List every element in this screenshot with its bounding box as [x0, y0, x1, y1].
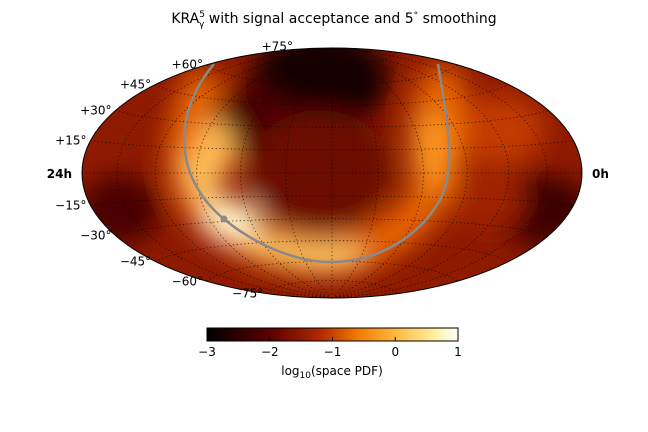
meridian-gridline — [331, 48, 379, 298]
parallel-gridline — [155, 84, 509, 106]
ra-label-right: 0h — [592, 167, 609, 181]
galactic-center-marker — [220, 215, 228, 223]
latitude-label: +75° — [262, 39, 293, 53]
heatmap-layer — [82, 48, 582, 298]
latitude-label: −75° — [232, 287, 263, 301]
latitude-label: −15° — [55, 198, 86, 212]
colorbar-tick-label: −2 — [261, 345, 279, 359]
parallel-gridline — [206, 260, 458, 282]
latitude-label: −30° — [80, 229, 111, 243]
sky-map-outline — [81, 47, 583, 299]
sky-map — [81, 47, 583, 299]
meridian-gridline — [240, 48, 333, 298]
meridian-gridline — [154, 48, 333, 298]
meridian-gridline — [285, 48, 333, 298]
colorbar: −3 −2 −1 0 1 log10(space PDF) — [198, 327, 462, 381]
graticule-grid — [82, 48, 582, 298]
parallel-gridline — [115, 110, 549, 128]
meridian-gridline — [331, 48, 424, 298]
meridian-gridline — [196, 48, 333, 298]
latitude-label: −60° — [172, 274, 203, 288]
parallel-gridline — [115, 218, 549, 236]
ra-label-left: 24h — [47, 167, 72, 181]
latitude-label: +45° — [120, 78, 151, 92]
colorbar-tick-label: 1 — [454, 345, 462, 359]
chart-title: KRA5 γ with signal acceptance and 5° smoo… — [171, 10, 496, 30]
latitude-label: +15° — [55, 134, 86, 148]
colorbar-tick-label: −1 — [324, 345, 342, 359]
latitude-label: +60° — [172, 58, 203, 72]
meridian-gridline — [331, 48, 468, 298]
colorbar-tick-label: 0 — [391, 345, 399, 359]
latitude-label: +30° — [80, 104, 111, 118]
latitude-label: −45° — [120, 254, 151, 268]
colorbar-ticks: −3 −2 −1 0 1 — [198, 337, 462, 359]
latitude-labels: +75° +60° +45° +30° +15° −15° −30° −45° −60° −75° — [55, 39, 293, 300]
meridian-gridline — [331, 48, 510, 298]
galactic-plane-line — [183, 63, 451, 264]
colorbar-label: log10(space PDF) — [281, 364, 383, 381]
colorbar-tick-label: −3 — [198, 345, 216, 359]
